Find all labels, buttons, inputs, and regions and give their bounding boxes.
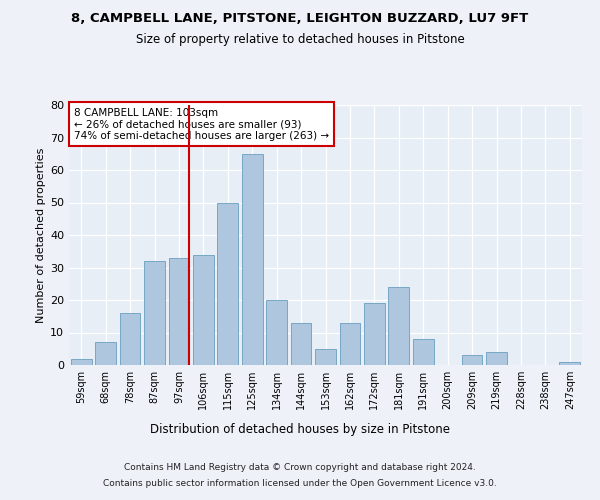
Bar (461, 355, 482, 365)
Text: Size of property relative to detached houses in Pitstone: Size of property relative to detached ho… (136, 32, 464, 46)
Bar (486, 352, 507, 365)
Bar (169, 258, 190, 365)
Text: 8 CAMPBELL LANE: 103sqm
← 26% of detached houses are smaller (93)
74% of semi-de: 8 CAMPBELL LANE: 103sqm ← 26% of detache… (74, 108, 329, 141)
Text: Distribution of detached houses by size in Pitstone: Distribution of detached houses by size … (150, 422, 450, 436)
Bar (315, 349, 336, 365)
Bar (217, 202, 238, 365)
Bar (95, 342, 116, 365)
Y-axis label: Number of detached properties: Number of detached properties (36, 148, 46, 322)
Text: 8, CAMPBELL LANE, PITSTONE, LEIGHTON BUZZARD, LU7 9FT: 8, CAMPBELL LANE, PITSTONE, LEIGHTON BUZ… (71, 12, 529, 26)
Bar (340, 323, 361, 365)
Bar (266, 300, 287, 365)
Bar (364, 303, 385, 365)
Bar (559, 362, 580, 365)
Bar (242, 154, 263, 365)
Bar (71, 358, 92, 365)
Bar (388, 287, 409, 365)
Text: Contains public sector information licensed under the Open Government Licence v3: Contains public sector information licen… (103, 479, 497, 488)
Bar (144, 261, 165, 365)
Text: Contains HM Land Registry data © Crown copyright and database right 2024.: Contains HM Land Registry data © Crown c… (124, 462, 476, 471)
Bar (290, 323, 311, 365)
Bar (413, 339, 434, 365)
Bar (119, 313, 140, 365)
Bar (193, 254, 214, 365)
